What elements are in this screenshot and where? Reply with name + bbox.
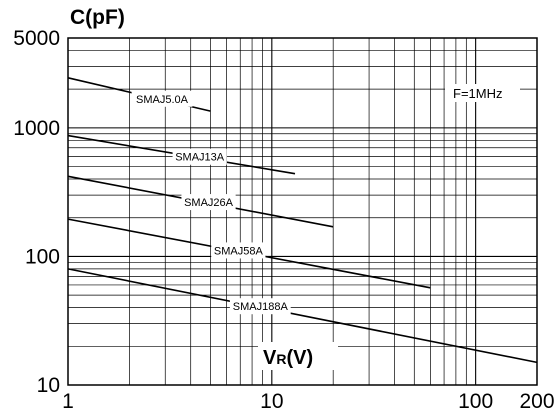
series-label: SMAJ188A: [233, 301, 289, 313]
series-label: SMAJ26A: [184, 197, 234, 209]
grid: [68, 38, 537, 385]
series-labels: SMAJ5.0A SMAJ13A SMAJ26A SMAJ58A SMAJ188A: [131, 90, 291, 315]
y-tick-label: 100: [25, 245, 60, 268]
y-tick-label: 1000: [13, 117, 60, 140]
series-label: SMAJ13A: [175, 152, 225, 164]
series-lines: [67, 77, 538, 364]
x-axis-label-tail: (V): [286, 347, 313, 369]
y-axis-label: C(pF): [70, 6, 125, 29]
x-tick-label: 200: [519, 390, 554, 413]
series-label-bg: [131, 90, 193, 107]
x-axis-label-bg: [258, 342, 338, 370]
series-label: SMAJ58A: [214, 245, 264, 257]
series-label-bg: [229, 298, 291, 315]
plot-frame: [67, 37, 538, 386]
x-axis-label-sub: R: [276, 351, 286, 367]
series-label-bg: [211, 242, 266, 259]
frequency-note-bg: [445, 84, 520, 102]
series-label-bg: [181, 194, 236, 211]
x-axis-label: VR(V): [263, 347, 313, 369]
frequency-note: F=1MHz: [453, 86, 502, 101]
series-line: [67, 268, 538, 364]
series-label: SMAJ5.0A: [136, 94, 189, 106]
series-label-bg: [172, 148, 227, 165]
x-tick-label: 100: [458, 390, 493, 413]
y-tick-label: 5000: [13, 27, 60, 50]
x-tick-label: 1: [62, 390, 74, 413]
x-tick-label: 10: [260, 390, 283, 413]
x-axis-label-main: V: [263, 347, 277, 369]
y-tick-label: 10: [37, 374, 60, 397]
